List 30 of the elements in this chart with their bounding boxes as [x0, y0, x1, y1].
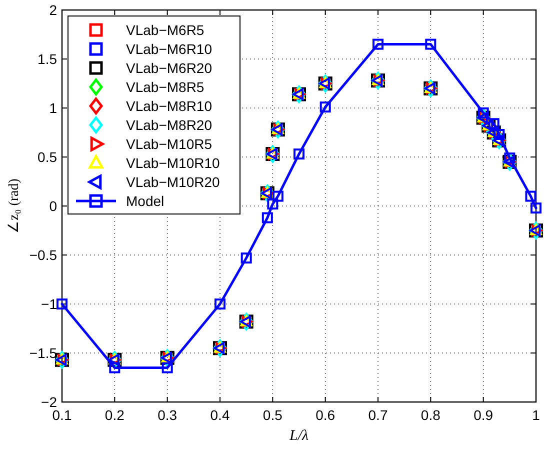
legend-label: VLab−M10R20	[126, 174, 220, 190]
y-tick-label: 0	[49, 198, 58, 214]
x-tick-label: 1	[532, 407, 540, 423]
legend-label: VLab−M8R10	[126, 98, 212, 114]
legend-label: VLab−M8R5	[126, 79, 204, 95]
y-tick-label: −1	[41, 296, 58, 312]
legend-label: VLab−M6R20	[126, 60, 212, 76]
x-tick-label: 0.1	[52, 407, 72, 423]
legend-label: VLab−M6R5	[126, 22, 204, 38]
legend-label: VLab−M10R10	[126, 155, 220, 171]
y-tick-label: 2	[49, 2, 58, 18]
x-tick-label: 0.2	[104, 407, 125, 423]
y-tick-label: −0.5	[29, 247, 58, 263]
y-tick-label: −2	[41, 394, 58, 410]
x-tick-label: 0.7	[368, 407, 388, 423]
x-axis-title: L/λ	[288, 428, 309, 444]
x-tick-label: 0.6	[316, 407, 336, 423]
x-tick-label: 0.5	[262, 407, 283, 423]
legend-label: VLab−M8R20	[126, 117, 212, 133]
legend-label: VLab−M6R10	[126, 41, 212, 57]
y-tick-label: 1	[49, 100, 58, 116]
x-tick-label: 0.3	[158, 407, 178, 423]
legend-label: Model	[126, 193, 164, 209]
x-tick-label: 0.4	[210, 407, 230, 423]
y-tick-label: 0.5	[38, 149, 58, 165]
legend-label: VLab−M10R5	[126, 136, 212, 152]
y-axis-title: ∠z₀ (rad)	[7, 178, 22, 234]
x-tick-label: 0.8	[420, 407, 441, 423]
y-tick-label: 1.5	[38, 51, 58, 67]
x-tick-label: 0.9	[474, 407, 494, 423]
